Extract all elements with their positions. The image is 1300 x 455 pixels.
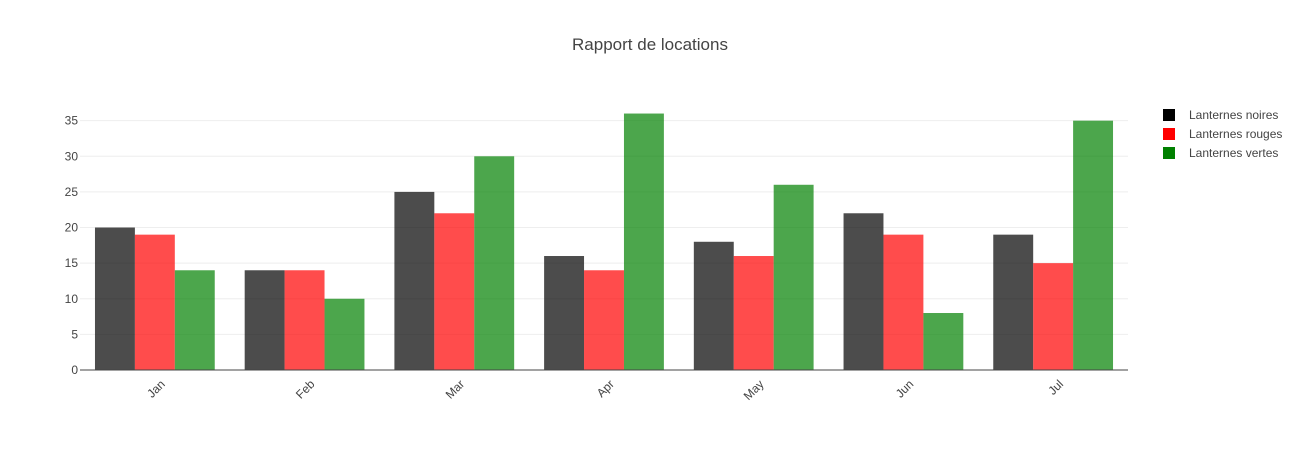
bar-may-series-3[interactable] <box>773 184 814 370</box>
y-tick-label: 15 <box>65 256 79 270</box>
legend-swatch <box>1163 109 1175 121</box>
y-tick-label: 20 <box>65 221 79 235</box>
bar-apr-series-1[interactable] <box>544 256 585 370</box>
y-tick-label: 10 <box>65 292 79 306</box>
legend-label: Lanternes noires <box>1189 108 1278 122</box>
x-tick-label: Mar <box>443 377 468 402</box>
y-tick-label: 35 <box>65 114 79 128</box>
legend-item[interactable]: Lanternes vertes <box>1163 146 1278 160</box>
bar-jun-series-3[interactable] <box>923 313 964 370</box>
bar-jul-series-3[interactable] <box>1073 120 1114 370</box>
bars[interactable] <box>94 113 1114 371</box>
bar-feb-series-2[interactable] <box>284 270 325 370</box>
y-tick-label: 5 <box>71 327 78 341</box>
bar-jul-series-1[interactable] <box>993 234 1034 370</box>
bar-jan-series-1[interactable] <box>94 227 135 370</box>
bar-jun-series-2[interactable] <box>883 234 924 370</box>
x-tick-label: Jul <box>1045 377 1066 398</box>
bar-feb-series-3[interactable] <box>324 298 365 370</box>
bar-feb-series-1[interactable] <box>244 270 285 370</box>
legend-label: Lanternes rouges <box>1189 127 1282 141</box>
y-axis-ticks: 0 5 10 15 20 25 30 35 <box>65 114 79 377</box>
bar-may-series-1[interactable] <box>693 241 734 370</box>
y-tick-label: 0 <box>71 363 78 377</box>
legend-swatch <box>1163 128 1175 140</box>
bar-apr-series-2[interactable] <box>584 270 624 370</box>
x-tick-label: Jan <box>144 377 168 401</box>
x-tick-label: May <box>741 377 767 403</box>
bar-jan-series-2[interactable] <box>134 234 175 370</box>
legend-item[interactable]: Lanternes rouges <box>1163 127 1282 141</box>
x-tick-label: Apr <box>594 377 617 400</box>
x-axis-ticks: Jan Feb Mar Apr May Jun Jul <box>144 377 1066 403</box>
bar-apr-series-3[interactable] <box>623 113 664 371</box>
x-tick-label: Jun <box>893 377 917 401</box>
bar-mar-series-3[interactable] <box>474 156 515 370</box>
chart-title: Rapport de locations <box>572 35 728 54</box>
bar-mar-series-2[interactable] <box>434 213 475 370</box>
x-tick-label: Feb <box>293 377 318 402</box>
bar-mar-series-1[interactable] <box>394 191 435 370</box>
legend-label: Lanternes vertes <box>1189 146 1278 160</box>
y-tick-label: 25 <box>65 185 79 199</box>
bar-jan-series-3[interactable] <box>174 270 215 370</box>
legend-item[interactable]: Lanternes noires <box>1163 108 1278 122</box>
bar-jun-series-1[interactable] <box>843 213 884 370</box>
bar-jul-series-2[interactable] <box>1033 263 1074 370</box>
legend-swatch <box>1163 147 1175 159</box>
legend[interactable]: Lanternes noires Lanternes rouges Lanterne… <box>1163 108 1282 160</box>
bar-may-series-2[interactable] <box>733 256 774 370</box>
y-tick-label: 30 <box>65 149 79 163</box>
